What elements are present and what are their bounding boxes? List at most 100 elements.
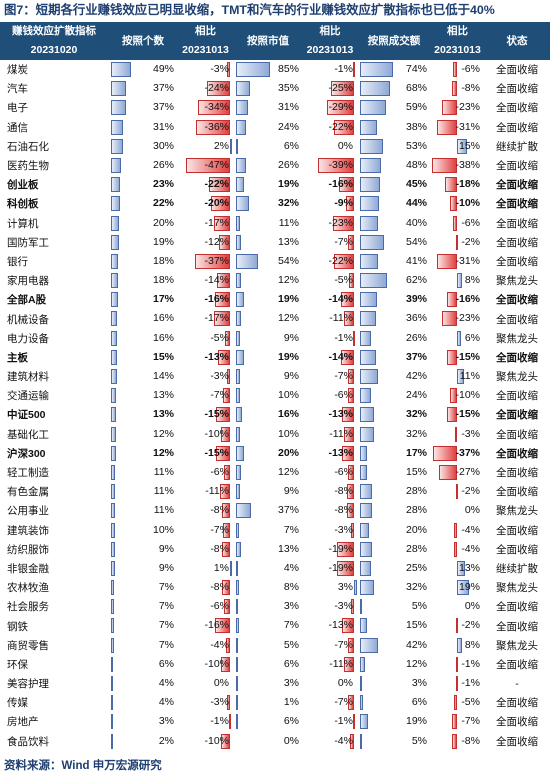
count_chg-cell: 0% [178, 674, 233, 694]
mcap_chg-bar [349, 273, 354, 289]
row-status: 全面收缩 [484, 175, 550, 195]
mcap-value: 1% [283, 696, 299, 709]
count-cell: 12% [108, 425, 178, 444]
amt-value: 6% [411, 696, 427, 709]
mcap-value: 6% [283, 715, 299, 728]
count_chg-value: -7% [210, 523, 229, 536]
mcap_chg-bar [342, 445, 354, 461]
table-row: 国防军工 19% -12% 13% -7% 54% -2% 全面收缩 [0, 233, 550, 252]
amt_chg-bar [439, 464, 457, 480]
table-row: 科创板 22% -20% 32% -9% 44% -10% 全面收缩 [0, 194, 550, 213]
mcap_chg-cell: 0% [303, 136, 357, 156]
count-cell: 11% [108, 463, 178, 482]
count-value: 11% [153, 465, 174, 478]
count-value: 23% [152, 178, 174, 191]
count-cell: 30% [108, 136, 178, 156]
count_chg-bar [223, 522, 230, 538]
table-row: 汽车 37% -24% 35% -25% 68% -8% 全面收缩 [0, 79, 550, 98]
count-cell: 4% [108, 674, 178, 694]
mcap-bar [236, 541, 241, 557]
count_chg-cell: -16% [178, 290, 233, 310]
mcap-bar [236, 656, 238, 672]
row-name: 环保 [7, 658, 28, 671]
table-row: 美容护理 4% 0% 3% 0% 3% -1% - [0, 674, 550, 694]
count-value: 7% [158, 600, 174, 613]
amt-bar [360, 234, 384, 250]
row-status: 全面收缩 [496, 236, 538, 249]
amt_chg-bar [447, 349, 457, 365]
mcap_chg-value: -39% [328, 158, 353, 171]
amt_chg-value: 0% [464, 600, 480, 613]
mcap-cell: 54% [233, 251, 303, 272]
amt_chg-value: -16% [455, 293, 480, 306]
amt_chg-value: 8% [464, 274, 480, 287]
header-col0-l2: 20231020 [0, 41, 108, 60]
amt-cell: 5% [357, 597, 431, 617]
row-name: 家用电器 [7, 275, 49, 288]
mcap_chg-cell: -8% [303, 482, 357, 502]
count-bar [111, 560, 115, 576]
row-status: 全面收缩 [484, 98, 550, 118]
amt_chg-cell: -18% [431, 175, 484, 195]
table-row: 通信 31% -36% 24% -22% 38% -31% 全面收缩 [0, 118, 550, 137]
amt_chg-bar [453, 62, 457, 77]
mcap_chg-value: -19% [328, 561, 353, 574]
row-status: 全面收缩 [484, 520, 550, 540]
count_chg-bar [195, 253, 230, 269]
count_chg-bar [225, 330, 230, 346]
amt_chg-value: 11% [459, 370, 480, 382]
amt_chg-cell: -15% [431, 348, 484, 367]
amt-bar [360, 522, 369, 538]
count_chg-value: -6% [210, 465, 229, 478]
table-row: 钢铁 7% -16% 7% -13% 15% -2% 全面收缩 [0, 616, 550, 635]
row-status: 全面收缩 [484, 597, 550, 617]
mcap-bar [236, 177, 244, 193]
amt-value: 45% [405, 178, 427, 191]
mcap_chg-bar [337, 541, 354, 557]
row-status: 全面收缩 [484, 213, 550, 233]
amt-bar [360, 349, 376, 365]
count_chg-bar [224, 599, 230, 615]
amt_chg-value: -8% [461, 82, 480, 95]
count_chg-cell: -8% [178, 540, 233, 559]
mcap_chg-bar [348, 388, 354, 404]
mcap_chg-value: -1% [334, 63, 353, 75]
amt_chg-bar [454, 522, 457, 538]
mcap_chg-value: -25% [328, 82, 353, 95]
mcap_chg-value: -11% [329, 427, 353, 440]
amt-cell: 68% [357, 79, 431, 98]
mcap_chg-bar [346, 196, 354, 212]
count_chg-bar [186, 157, 230, 173]
amt_chg-cell: -37% [431, 443, 484, 463]
row-status: 全面收缩 [496, 83, 538, 96]
mcap_chg-cell: -1% [303, 60, 357, 80]
count_chg-bar [223, 388, 230, 404]
mcap_chg-bar [353, 714, 355, 730]
amt_chg-bar [454, 695, 457, 711]
mcap_chg-cell: -3% [303, 520, 357, 540]
amt_chg-cell: -6% [431, 60, 484, 80]
row-status: 继续扩散 [484, 136, 550, 156]
amt-value: 25% [405, 561, 427, 574]
table-row: 电子 37% -34% 31% -29% 59% -23% 全面收缩 [0, 98, 550, 118]
mcap-cell: 6% [233, 136, 303, 156]
row-status: 聚焦龙头 [496, 505, 538, 518]
row-name: 计算机 [0, 213, 108, 233]
amt-value: 40% [405, 216, 427, 229]
amt_chg-cell: 6% [431, 328, 484, 348]
row-status: 全面收缩 [496, 620, 538, 633]
row-status: 全面收缩 [496, 390, 538, 403]
mcap-bar [236, 445, 244, 461]
mcap-bar [236, 292, 244, 308]
count-value: 3% [158, 715, 174, 728]
mcap_chg-cell: -7% [303, 233, 357, 252]
mcap-value: 13% [277, 542, 299, 555]
amt_chg-cell: -15% [431, 405, 484, 425]
count_chg-bar [211, 196, 230, 212]
count-cell: 19% [108, 233, 178, 252]
mcap-value: 35% [277, 82, 299, 95]
amt_chg-value: -2% [461, 485, 480, 498]
header-count-chg-l1: 相比 [178, 22, 233, 41]
mcap_chg-bar [348, 464, 354, 480]
amt_chg-cell: -31% [431, 118, 484, 137]
